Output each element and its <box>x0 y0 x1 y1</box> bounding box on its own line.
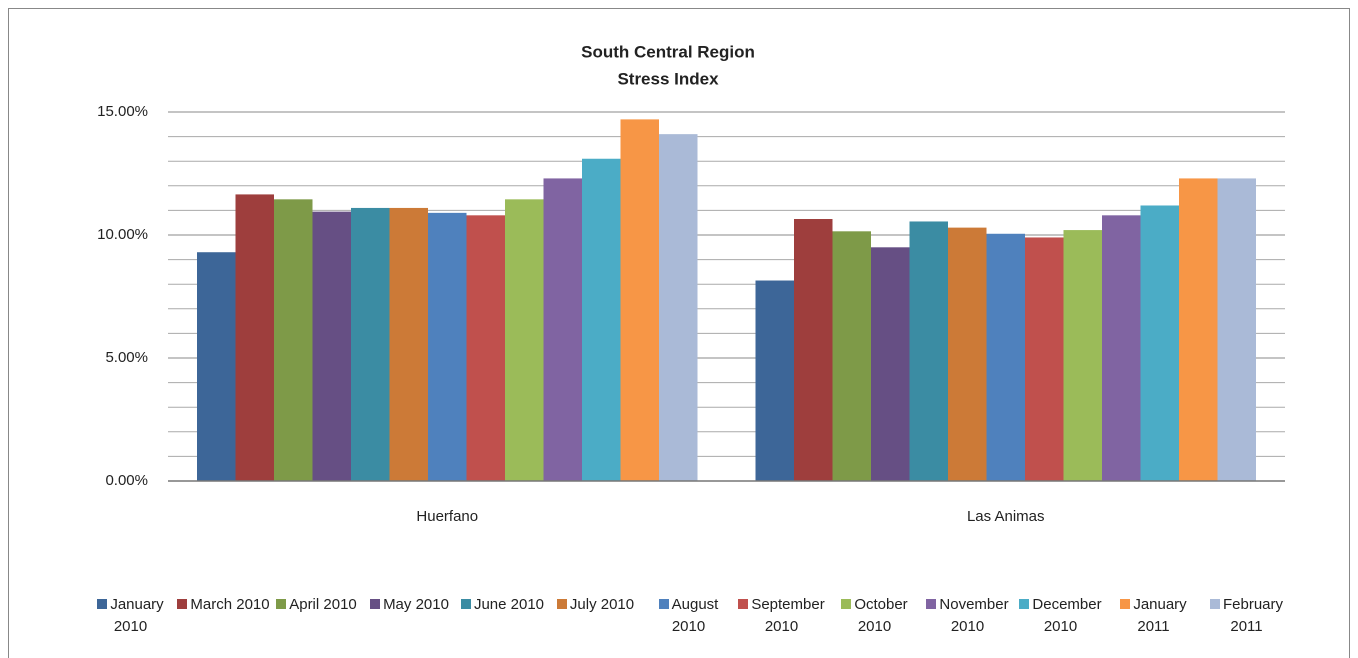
bar <box>389 207 428 481</box>
bar <box>1063 230 1102 481</box>
bar <box>948 227 987 481</box>
legend-swatch <box>1209 599 1220 609</box>
bar <box>794 219 833 481</box>
bar <box>505 199 544 481</box>
x-tick-label: Las Animas <box>967 508 1045 525</box>
bar <box>466 215 505 481</box>
legend-item: February 2011 <box>1200 594 1293 638</box>
bar <box>755 280 794 481</box>
legend-item: November 2010 <box>921 594 1014 638</box>
y-tick-label: 0.00% <box>105 472 148 489</box>
bar <box>351 207 390 481</box>
legend-item: June 2010 <box>456 594 549 638</box>
bar <box>1140 205 1179 482</box>
legend-label: February 2011 <box>1222 596 1284 635</box>
y-tick-label: 10.00% <box>97 226 148 243</box>
legend-swatch <box>738 599 749 609</box>
bar <box>1217 178 1256 482</box>
legend-swatch <box>370 599 381 609</box>
bar <box>312 211 351 481</box>
x-tick-label: Huerfano <box>416 508 478 525</box>
legend-item: October 2010 <box>828 594 921 638</box>
legend-label: August 2010 <box>671 596 719 635</box>
legend-swatch <box>97 599 108 609</box>
bar <box>274 199 313 481</box>
bar <box>1179 178 1218 482</box>
y-tick-label: 15.00% <box>97 103 148 120</box>
legend-item: August 2010 <box>642 594 735 638</box>
bar <box>1025 237 1064 481</box>
legend-swatch <box>658 599 669 609</box>
legend-item: January 2010 <box>84 594 177 638</box>
chart-border <box>8 8 1350 658</box>
legend-swatch <box>1120 599 1131 609</box>
legend-swatch <box>841 599 852 609</box>
legend: January 2010 March 2010 April 2010 May 2010… <box>84 594 1294 638</box>
bar <box>659 134 698 481</box>
legend-label: March 2010 <box>190 596 270 613</box>
bar <box>428 212 467 482</box>
legend-item: January 2011 <box>1107 594 1200 638</box>
legend-item: May 2010 <box>363 594 456 638</box>
legend-swatch <box>1019 599 1030 609</box>
chart-title: Stress Index <box>617 69 719 88</box>
legend-label: January 2011 <box>1133 596 1187 635</box>
bar <box>909 221 948 481</box>
legend-label: May 2010 <box>383 596 449 613</box>
chart-title: South Central Region <box>581 42 755 61</box>
legend-label: July 2010 <box>569 596 635 613</box>
bar <box>197 252 236 481</box>
bar <box>620 119 659 481</box>
bar <box>582 158 621 482</box>
bar <box>235 194 274 481</box>
bar <box>871 247 910 481</box>
legend-item: September 2010 <box>735 594 828 638</box>
legend-swatch <box>460 599 471 609</box>
bar <box>1102 215 1141 481</box>
legend-label: June 2010 <box>473 596 545 613</box>
legend-item: March 2010 <box>177 594 270 638</box>
legend-swatch <box>177 599 188 609</box>
legend-label: September 2010 <box>751 596 825 635</box>
legend-item: December 2010 <box>1014 594 1107 638</box>
legend-label: October 2010 <box>854 596 908 635</box>
y-tick-label: 5.00% <box>105 349 148 366</box>
legend-swatch <box>276 599 287 609</box>
legend-item: July 2010 <box>549 594 642 638</box>
legend-label: April 2010 <box>289 596 357 613</box>
legend-label: January 2010 <box>110 596 164 635</box>
legend-swatch <box>926 599 937 609</box>
bar <box>543 178 582 482</box>
legend-item: April 2010 <box>270 594 363 638</box>
bar <box>832 231 871 481</box>
bar <box>986 233 1025 481</box>
legend-swatch <box>556 599 567 609</box>
legend-label: December 2010 <box>1032 596 1102 635</box>
legend-label: November 2010 <box>939 596 1009 635</box>
